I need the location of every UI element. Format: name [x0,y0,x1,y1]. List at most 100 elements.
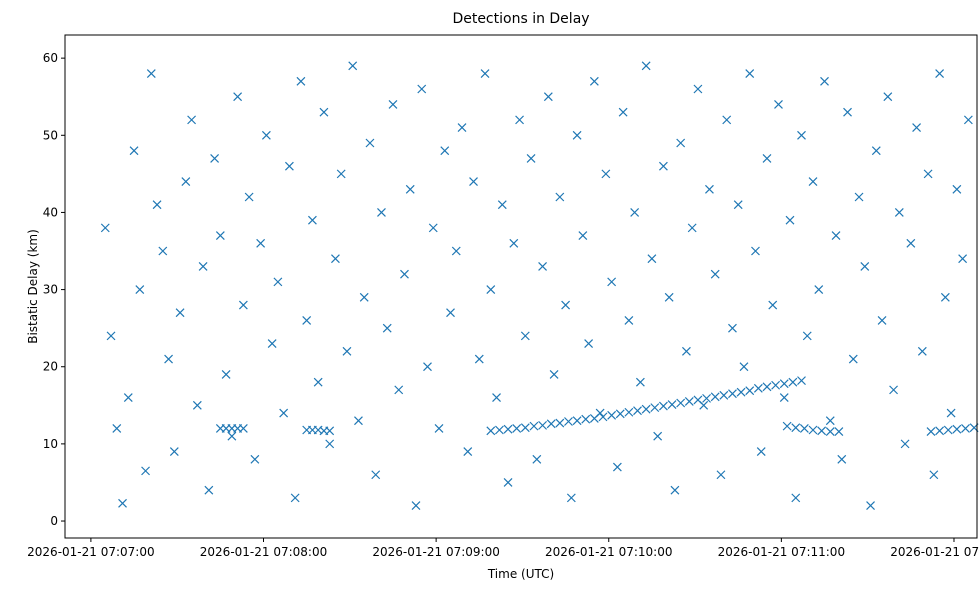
data-point [797,130,806,140]
data-point [279,408,289,418]
y-tick-label: 20 [43,360,58,374]
data-point [474,354,484,364]
data-point [204,485,214,495]
data-point [342,346,352,356]
data-point [799,424,809,433]
plot-area [100,61,979,511]
data-point [210,154,220,163]
data-point [284,161,294,171]
data-point [192,400,202,410]
data-point [423,362,432,372]
data-point [307,215,317,225]
data-point [612,462,622,472]
data-point [728,323,737,333]
data-point [400,269,409,279]
data-point [319,107,329,117]
data-point [572,416,582,426]
data-point [578,231,588,241]
data-point [943,425,953,435]
data-point [653,431,663,441]
x-axis-label: Time (UTC) [487,567,554,581]
y-tick-label: 30 [43,283,58,297]
data-point [791,423,801,433]
data-point [854,192,864,202]
data-point [169,447,179,457]
data-point [817,426,827,436]
data-point [961,424,970,433]
data-point [658,401,668,411]
data-point [198,262,208,271]
data-point [394,385,404,395]
data-point [354,416,363,426]
data-point [739,362,749,372]
data-point [313,377,323,387]
data-point [233,92,243,102]
x-tick-label: 2026-01-21 07:08:00 [200,545,327,559]
data-point [529,421,539,431]
data-point [946,408,956,418]
data-point [848,354,858,364]
data-point [371,470,381,480]
data-point [181,177,191,187]
data-point [834,427,844,436]
data-point [589,413,599,423]
x-tick-label: 2026-01-21 07:12:00 [890,545,979,559]
data-point [503,478,513,487]
data-point [589,76,599,86]
data-point [250,454,260,464]
data-point [843,107,852,117]
y-tick-label: 10 [43,437,58,451]
data-point [238,424,248,433]
data-point [779,379,789,389]
data-point [359,292,369,302]
data-point [261,130,271,140]
data-point [647,254,657,264]
axes: 0 10 20 30 40 50 60 2026-01-21 07:07:00 2026-01-… [27,34,979,559]
data-point [785,215,795,225]
data-point [808,177,818,187]
data-point [650,403,660,413]
data-point [733,200,743,210]
data-point [728,389,737,399]
data-point [917,346,927,356]
data-point [929,470,939,480]
data-point [722,115,732,125]
data-point [581,414,591,424]
data-point [290,493,300,503]
data-point [135,285,145,295]
data-point [112,424,122,433]
y-tick-label: 0 [50,514,58,528]
data-point [963,115,973,125]
data-point [736,387,746,397]
data-point [497,200,507,210]
y-tick-label: 50 [43,128,58,142]
data-point [860,262,870,271]
data-point [906,238,916,248]
data-point [446,308,455,318]
data-point [635,377,645,387]
data-point [641,61,651,71]
data-point [607,410,617,420]
data-point [411,501,421,511]
data-point [658,161,668,171]
y-axis-label: Bistatic Delay (km) [26,229,40,344]
data-point [365,138,375,148]
data-point [952,424,962,434]
data-point [273,277,283,287]
data-point [702,393,711,403]
data-point [705,184,714,194]
data-point [494,425,504,435]
data-point [935,426,945,436]
data-point [825,416,835,426]
data-point [598,412,608,422]
data-point [641,404,651,414]
data-point [549,370,559,379]
data-point [175,308,185,318]
x-tick-label: 2026-01-21 07:09:00 [372,545,499,559]
data-point [889,385,898,395]
data-point [693,84,703,94]
data-point [831,231,841,241]
data-point [958,254,968,264]
